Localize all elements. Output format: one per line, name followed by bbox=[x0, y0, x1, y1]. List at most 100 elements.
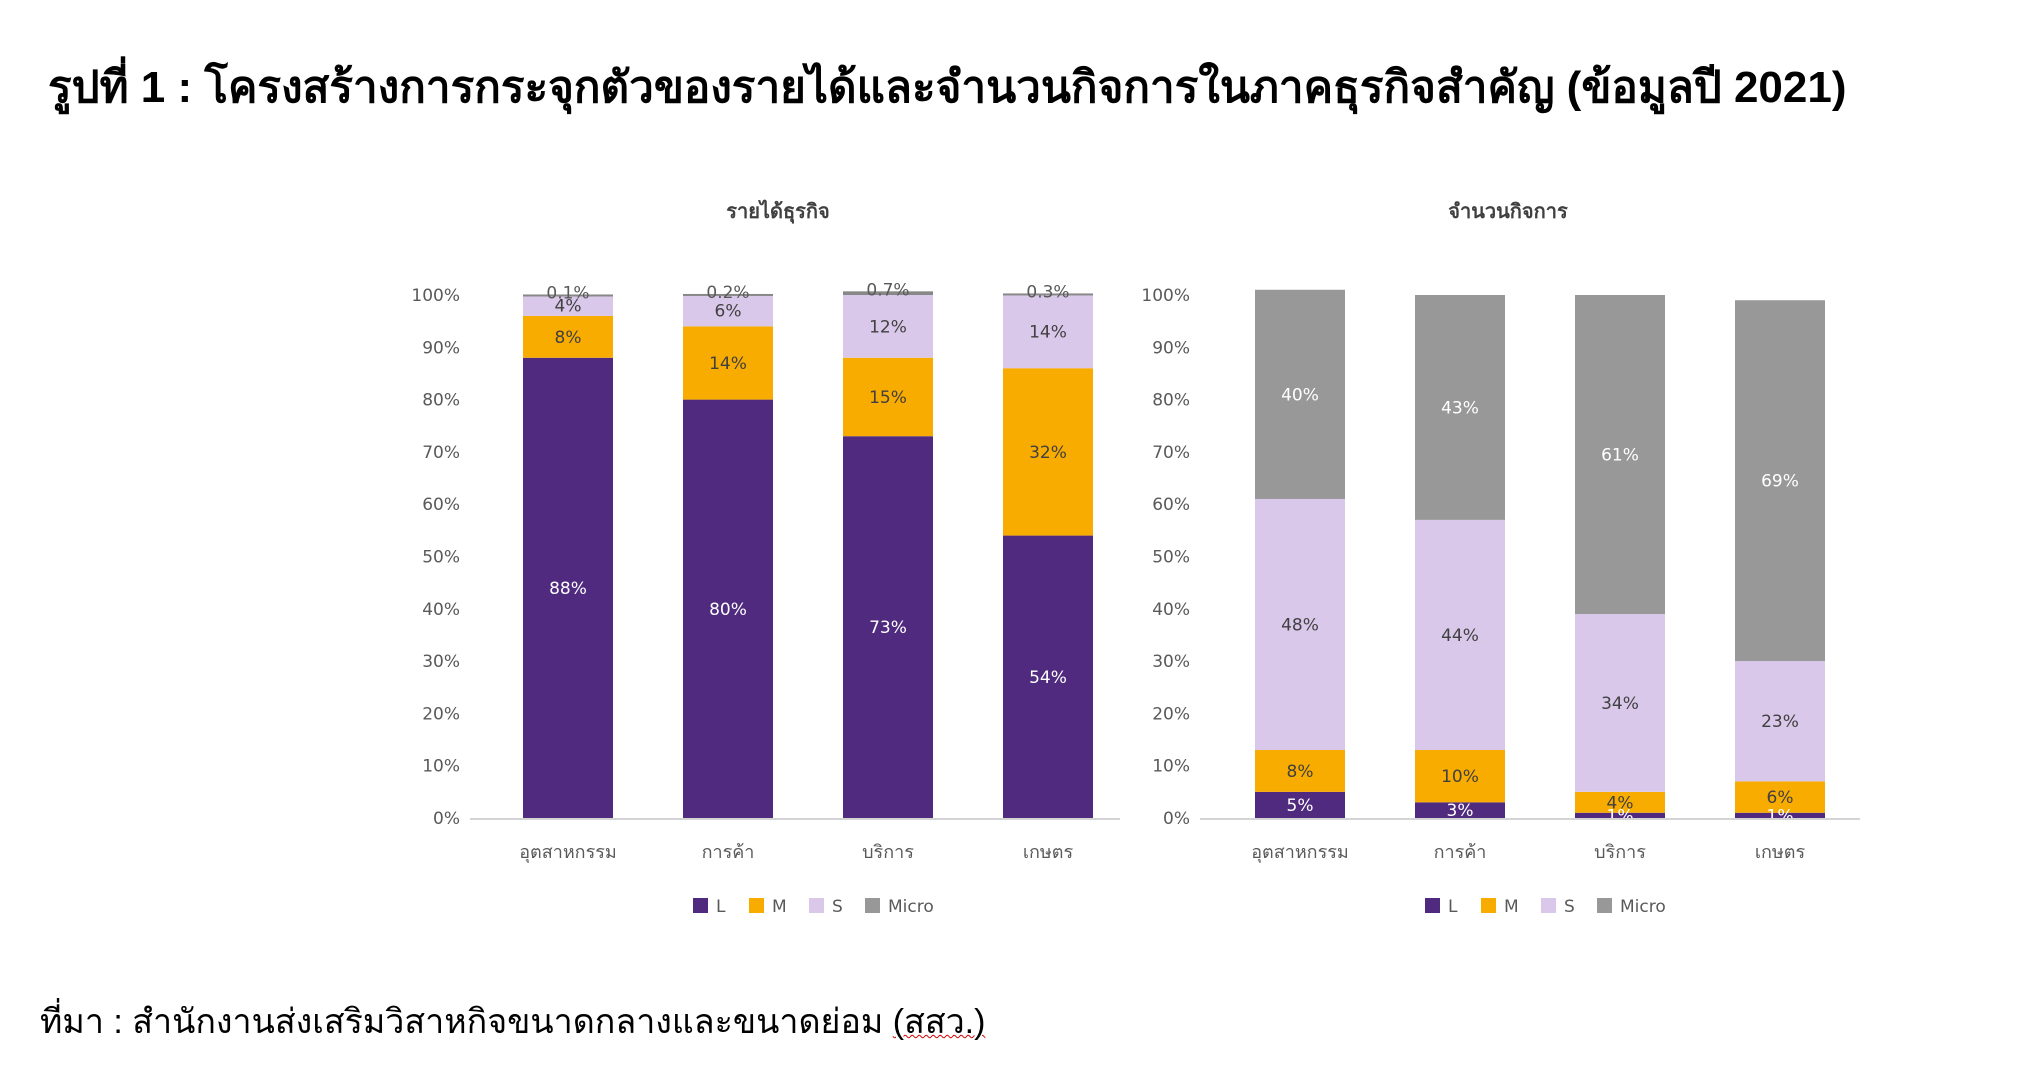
x-category-label: เกษตร bbox=[1755, 842, 1806, 863]
bar-segment-l bbox=[523, 357, 613, 818]
y-tick-label: 20% bbox=[1152, 704, 1190, 724]
source-text: ที่มา : สำนักงานส่งเสริมวิสาหกิจขนาดกลาง… bbox=[40, 1003, 893, 1041]
y-tick-label: 60% bbox=[1152, 495, 1190, 515]
source-note: ที่มา : สำนักงานส่งเสริมวิสาหกิจขนาดกลาง… bbox=[40, 994, 985, 1048]
bar-segment-m bbox=[1255, 750, 1345, 792]
y-tick-label: 90% bbox=[422, 338, 460, 358]
legend-swatch-m bbox=[749, 898, 764, 913]
x-category-label: บริการ bbox=[862, 842, 914, 863]
y-tick-label: 50% bbox=[422, 548, 460, 568]
chart-title: จำนวนกิจการ bbox=[1448, 199, 1568, 223]
data-label: 43% bbox=[1441, 398, 1479, 418]
x-category-label: อุตสาหกรรม bbox=[1251, 842, 1349, 863]
data-label: 48% bbox=[1281, 615, 1319, 635]
x-category-label: บริการ bbox=[1594, 842, 1646, 863]
bar-segment-m bbox=[1735, 781, 1825, 813]
y-tick-label: 50% bbox=[1152, 548, 1190, 568]
legend-label: M bbox=[772, 897, 787, 917]
data-label: 12% bbox=[869, 317, 907, 337]
y-tick-label: 70% bbox=[422, 443, 460, 463]
x-category-label: การค้า bbox=[1434, 842, 1487, 863]
y-tick-label: 80% bbox=[422, 391, 460, 411]
legend-label: L bbox=[716, 897, 726, 917]
x-category-label: เกษตร bbox=[1023, 842, 1074, 863]
bar-segment-l bbox=[1575, 812, 1665, 818]
data-label: 15% bbox=[869, 388, 907, 408]
bar-segment-l bbox=[843, 436, 933, 818]
bar-segment-micro bbox=[1255, 289, 1345, 499]
y-tick-label: 30% bbox=[422, 652, 460, 672]
data-label: 6% bbox=[1767, 788, 1794, 808]
legend-swatch-micro bbox=[1597, 898, 1612, 913]
bar-segment-micro bbox=[1415, 295, 1505, 520]
bar-segment-s bbox=[843, 295, 933, 358]
source-abbreviation: (สสว.) bbox=[892, 1003, 986, 1041]
data-label: 14% bbox=[709, 354, 747, 374]
bar-segment-m bbox=[1003, 368, 1093, 536]
legend-swatch-micro bbox=[865, 898, 880, 913]
y-tick-label: 10% bbox=[1152, 757, 1190, 777]
legend-label: S bbox=[832, 897, 843, 917]
bar-segment-s bbox=[1575, 614, 1665, 792]
x-category-label: อุตสาหกรรม bbox=[519, 842, 617, 863]
legend-label: Micro bbox=[888, 897, 934, 917]
bar-segment-micro bbox=[843, 291, 933, 295]
bar-segment-micro bbox=[1003, 293, 1093, 296]
legend-swatch-s bbox=[809, 898, 824, 913]
data-label: 0.3% bbox=[1026, 282, 1069, 302]
data-label: 14% bbox=[1029, 323, 1067, 343]
data-label: 61% bbox=[1601, 446, 1639, 466]
data-label: 73% bbox=[869, 618, 907, 638]
data-label: 44% bbox=[1441, 626, 1479, 646]
bar-segment-m bbox=[683, 326, 773, 400]
bar-segment-m bbox=[523, 315, 613, 358]
data-label: 32% bbox=[1029, 443, 1067, 463]
bar-segment-s bbox=[1415, 519, 1505, 751]
y-tick-label: 80% bbox=[1152, 391, 1190, 411]
data-label: 1% bbox=[1767, 806, 1794, 826]
y-tick-label: 0% bbox=[1163, 809, 1190, 829]
data-label: 10% bbox=[1441, 767, 1479, 787]
data-label: 8% bbox=[555, 328, 582, 348]
y-tick-label: 10% bbox=[422, 757, 460, 777]
data-label: 88% bbox=[549, 579, 587, 599]
y-tick-label: 40% bbox=[1152, 600, 1190, 620]
legend-swatch-m bbox=[1481, 898, 1496, 913]
data-label: 0.2% bbox=[706, 283, 749, 303]
data-label: 8% bbox=[1287, 762, 1314, 782]
data-label: 3% bbox=[1447, 801, 1474, 821]
data-label: 1% bbox=[1607, 806, 1634, 826]
data-label: 23% bbox=[1761, 712, 1799, 732]
revenue-chart: รายได้ธุรกิจ 0% 10% 20% 30% 40% 50% 60% 70% 80% 90… bbox=[411, 199, 1120, 917]
bar-segment-l bbox=[683, 399, 773, 818]
bar-segment-micro bbox=[1575, 295, 1665, 615]
legend-label: S bbox=[1564, 897, 1575, 917]
y-tick-label: 60% bbox=[422, 495, 460, 515]
data-label: 4% bbox=[1607, 793, 1634, 813]
data-label: 5% bbox=[1287, 796, 1314, 816]
data-label: 34% bbox=[1601, 694, 1639, 714]
bar-segment-m bbox=[1415, 750, 1505, 803]
bar-segment-s bbox=[1003, 295, 1093, 369]
bar-segment-m bbox=[843, 357, 933, 437]
y-tick-label: 20% bbox=[422, 704, 460, 724]
y-tick-label: 90% bbox=[1152, 338, 1190, 358]
y-tick-label: 100% bbox=[411, 286, 460, 306]
y-tick-label: 70% bbox=[1152, 443, 1190, 463]
y-tick-label: 0% bbox=[433, 809, 460, 829]
x-category-label: การค้า bbox=[702, 842, 755, 863]
bar-segment-l bbox=[1735, 812, 1825, 818]
data-label: 80% bbox=[709, 600, 747, 620]
bar-segment-micro bbox=[1735, 300, 1825, 662]
data-label: 54% bbox=[1029, 668, 1067, 688]
y-tick-label: 40% bbox=[422, 600, 460, 620]
bar-segment-micro bbox=[523, 294, 613, 297]
bar-segment-micro bbox=[683, 293, 773, 296]
legend-label: M bbox=[1504, 897, 1519, 917]
legend-label: Micro bbox=[1620, 897, 1666, 917]
legend-swatch-l bbox=[1425, 898, 1440, 913]
data-label: 4% bbox=[555, 296, 582, 316]
bar-segment-s bbox=[683, 295, 773, 327]
y-tick-label: 100% bbox=[1141, 286, 1190, 306]
bar-segment-s bbox=[1735, 661, 1825, 782]
